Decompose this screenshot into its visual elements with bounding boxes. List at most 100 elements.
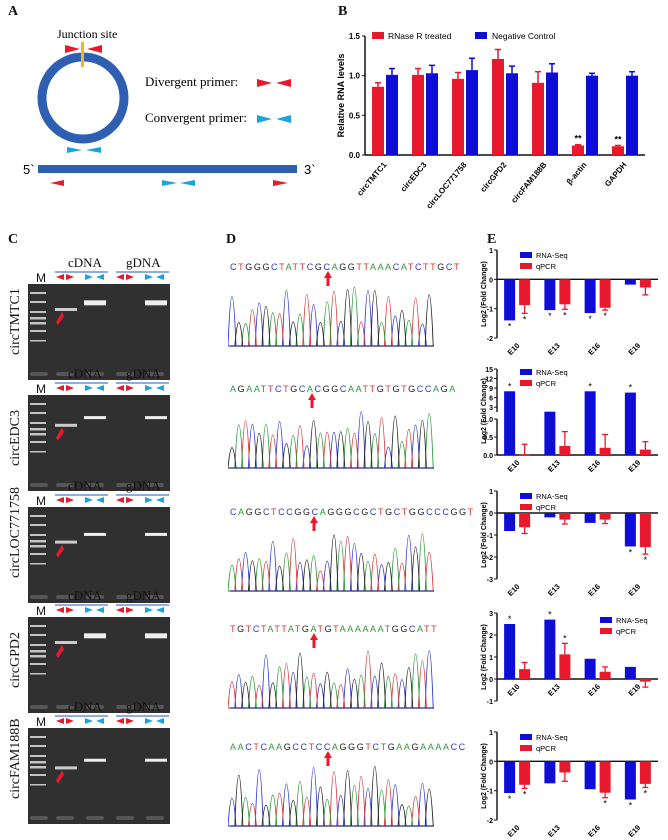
bar bbox=[519, 761, 531, 785]
y-tick-label: -1 bbox=[487, 789, 493, 796]
gel-circGPD2: cDNA gDNA M bbox=[0, 588, 220, 728]
y-tick-label: 1.5 bbox=[349, 32, 361, 41]
divergent-primer-icon bbox=[126, 385, 134, 391]
trace bbox=[230, 652, 434, 709]
y-axis-label: Log2 (Fold Change) bbox=[481, 624, 488, 690]
panel-b-label: B bbox=[338, 4, 348, 19]
bar bbox=[572, 145, 584, 155]
x-tick-label: E13 bbox=[546, 341, 562, 357]
legend-swatch-qpcr bbox=[520, 263, 532, 269]
trace bbox=[230, 290, 434, 347]
trace bbox=[230, 766, 434, 827]
significance-star: * bbox=[644, 555, 648, 565]
junction-arrow-icon bbox=[308, 393, 316, 408]
y-tick-label: 0.5 bbox=[483, 435, 493, 442]
x-tick-label: circFAM188B bbox=[509, 160, 548, 204]
gel-name-label: circLOC771758 bbox=[8, 487, 23, 578]
legend-label-rnase: RNase R treated bbox=[388, 31, 452, 41]
sequence-text: AACTCAAGCCTCCAGGGTCTGAAGAAAACC bbox=[230, 742, 467, 752]
chromatogram bbox=[228, 633, 434, 709]
legend-swatch-rnaseq bbox=[600, 617, 612, 623]
trace bbox=[230, 771, 434, 827]
significance-star: * bbox=[508, 614, 512, 624]
sequence-text: TGTCTATTATGATGTAAAAAATGGCATT bbox=[230, 624, 439, 634]
y-tick-label: 15 bbox=[485, 367, 493, 374]
legend-swatch-qpcr bbox=[520, 745, 532, 751]
convergent-primer-forward-icon bbox=[67, 147, 82, 153]
wells bbox=[30, 372, 164, 376]
y-tick-label: 0.5 bbox=[349, 111, 361, 120]
gel-circTMTC1: cDNA gDNA M bbox=[0, 255, 220, 395]
wells bbox=[30, 595, 164, 599]
convergent-primer-icon bbox=[145, 718, 153, 724]
chromatogram bbox=[228, 751, 434, 827]
bar bbox=[504, 391, 516, 455]
chromatogram bbox=[228, 271, 434, 347]
gel-circEDC3: cDNA gDNA M bbox=[0, 366, 220, 506]
significance-star: * bbox=[508, 381, 512, 391]
significance-star: * bbox=[588, 381, 592, 391]
x-tick-label: E19 bbox=[626, 341, 642, 357]
convergent-primer-icon bbox=[85, 607, 93, 613]
gel-circFAM188B: cDNA gDNA M bbox=[0, 699, 220, 839]
trace bbox=[230, 653, 434, 709]
convergent-cdna-band bbox=[84, 416, 106, 420]
x-tick-label: E16 bbox=[586, 682, 602, 698]
bar bbox=[624, 279, 636, 285]
y-axis-label: Log2 (Fold Change) bbox=[481, 261, 488, 327]
y-tick-label: 0 bbox=[489, 759, 493, 766]
legend-label-qpcr: qPCR bbox=[616, 627, 637, 636]
gel-circLOC771758: cDNA gDNA M bbox=[0, 478, 220, 618]
y-tick-label: 1.0 bbox=[483, 417, 493, 424]
y-axis-label: Log2 (Fold Change) bbox=[481, 743, 488, 809]
legend-label-rnaseq: RNA-Seq bbox=[536, 733, 568, 742]
panel-c-label: C bbox=[8, 232, 19, 247]
divergent-primer-icon bbox=[116, 497, 124, 503]
trace bbox=[230, 289, 434, 347]
y-tick-label: 1.0 bbox=[349, 72, 361, 81]
linear-convergent-reverse-icon bbox=[180, 180, 195, 186]
ladder-bands bbox=[30, 292, 46, 342]
y-tick-label: 0.0 bbox=[483, 453, 493, 460]
y-tick-label: -1 bbox=[487, 699, 493, 706]
panel-d-label: D bbox=[226, 232, 237, 247]
legend-label-qpcr: qPCR bbox=[536, 262, 557, 271]
junction-arrow-icon bbox=[310, 516, 318, 531]
divergent-primer-icon bbox=[56, 274, 64, 280]
y-tick-label: 1 bbox=[489, 655, 493, 662]
x-tick-label: E16 bbox=[586, 582, 602, 598]
wells bbox=[30, 816, 164, 820]
divergent-primer-icon bbox=[116, 385, 124, 391]
x-tick-label: E10 bbox=[506, 582, 522, 598]
divergent-primer-icon bbox=[66, 497, 74, 503]
panel-e-label: E bbox=[487, 232, 497, 247]
bar bbox=[519, 669, 531, 679]
y-tick-label: 9 bbox=[489, 386, 493, 393]
legend-divergent-reverse-icon bbox=[276, 79, 291, 87]
y-tick-label: 2 bbox=[489, 633, 493, 640]
cdna-label: cDNA bbox=[68, 366, 102, 381]
bar bbox=[584, 658, 596, 679]
gdna-label: gDNA bbox=[126, 699, 161, 714]
bar bbox=[559, 446, 571, 455]
significance-star: * bbox=[563, 310, 567, 320]
legend-label-rnaseq: RNA-Seq bbox=[616, 616, 648, 625]
y-tick-label: 6 bbox=[489, 396, 493, 403]
divergent-primer-icon bbox=[116, 274, 124, 280]
y-tick-label: -3 bbox=[487, 577, 493, 584]
ladder-bands bbox=[30, 403, 46, 453]
bar bbox=[466, 70, 478, 155]
bar bbox=[544, 761, 556, 784]
convergent-primer-icon bbox=[85, 274, 93, 280]
legend-label-rnaseq: RNA-Seq bbox=[536, 492, 568, 501]
convergent-primer-icon bbox=[145, 607, 153, 613]
convergent-primer-icon bbox=[156, 385, 164, 391]
y-tick-label: 12 bbox=[485, 377, 493, 384]
bar bbox=[599, 447, 611, 455]
bar bbox=[372, 86, 384, 155]
bar bbox=[532, 82, 544, 155]
gel-name-label: circFAM188B bbox=[8, 718, 23, 799]
gel-image bbox=[28, 382, 170, 491]
arrow-icon bbox=[56, 544, 67, 558]
